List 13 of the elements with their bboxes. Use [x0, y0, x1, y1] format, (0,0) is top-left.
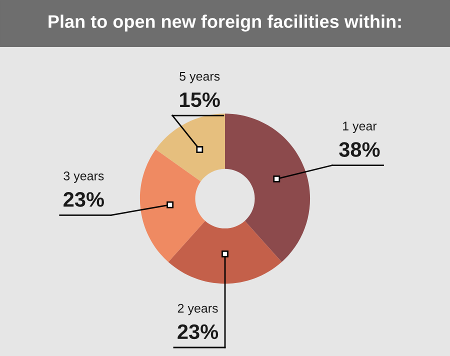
slice-label: 1 year	[343, 122, 377, 133]
donut-slice	[168, 220, 282, 284]
data-label: 15%	[180, 92, 220, 108]
data-label: 23%	[64, 192, 104, 207]
donut-slice	[156, 114, 225, 182]
data-label: 23%	[178, 324, 218, 340]
slice-label: 5 years	[180, 72, 220, 84]
donut-slice	[140, 149, 206, 262]
donut-slice	[225, 114, 310, 262]
slice-label: 3 years	[64, 172, 104, 183]
data-label: 38%	[339, 142, 380, 157]
chart-title: Plan to open new foreign facilities within:	[48, 14, 401, 32]
slice-label: 2 years	[178, 304, 218, 316]
